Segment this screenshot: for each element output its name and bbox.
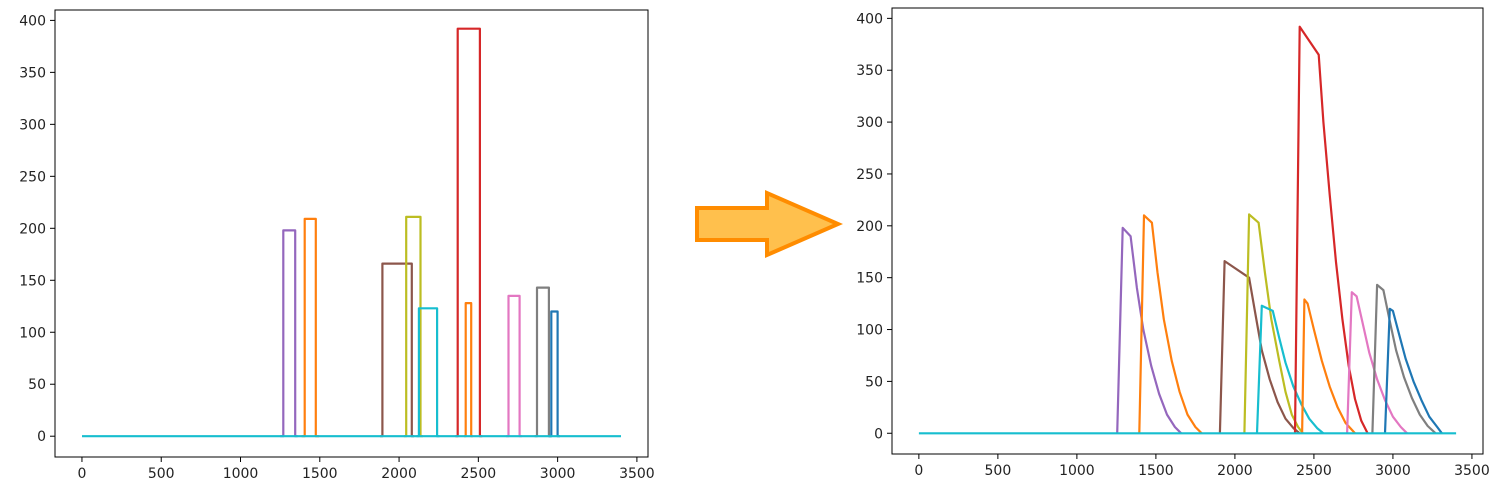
right-chart-panel: 0 500 1000 1500 2000 2500 3000 3500 0 50 100 150 200… <box>856 7 1490 479</box>
x-tick-label: 3000 <box>1375 463 1411 479</box>
y-tick-label: 350 <box>19 65 46 81</box>
right-arrow-icon <box>695 189 843 259</box>
x-tick-label: 1000 <box>223 466 259 482</box>
series-line-1 <box>1116 226 1182 435</box>
series-line-9 <box>1371 283 1437 435</box>
y-tick-label: 400 <box>19 13 46 29</box>
y-tick-label: 300 <box>19 117 46 133</box>
left-chart-panel: 0 500 1000 1500 2000 2500 3000 3500 0 50 100 150 200… <box>19 9 655 482</box>
y-tick-label: 0 <box>37 429 46 445</box>
x-tick-label: 500 <box>985 463 1012 479</box>
series-line-4 <box>403 215 423 438</box>
y-tick-label: 400 <box>856 11 883 27</box>
series-line-7 <box>464 302 473 438</box>
y-tick-label: 200 <box>19 221 46 237</box>
y-tick-label: 300 <box>856 115 883 131</box>
x-tick-label: 500 <box>148 466 175 482</box>
series-line-6 <box>455 27 483 438</box>
series-line-4 <box>1243 213 1304 434</box>
y-tick-label: 50 <box>28 377 46 393</box>
series-line-8 <box>1346 291 1408 435</box>
series-line-3 <box>380 262 415 438</box>
y-tick-label: 100 <box>856 323 883 339</box>
y-tick-label: 150 <box>856 271 883 287</box>
series-line-1 <box>280 229 298 438</box>
series-line-6 <box>1293 25 1369 434</box>
y-tick-label: 250 <box>19 169 46 185</box>
x-tick-label: 2000 <box>381 466 417 482</box>
axes-frame <box>891 7 1484 455</box>
series-line-10 <box>1383 307 1443 434</box>
series-group <box>918 25 1457 435</box>
x-tick-label: 1000 <box>1059 463 1095 479</box>
series-line-2 <box>301 217 319 438</box>
x-tick-label: 1500 <box>1138 463 1174 479</box>
series-line-9 <box>534 286 552 438</box>
series-group <box>82 27 621 438</box>
y-tick-label: 150 <box>19 273 46 289</box>
y-tick-label: 100 <box>19 325 46 341</box>
x-tick-label: 1500 <box>302 466 338 482</box>
x-tick-label: 3500 <box>1454 463 1490 479</box>
series-line-8 <box>506 294 522 438</box>
y-tick-label: 200 <box>856 219 883 235</box>
y-tick-label: 250 <box>856 167 883 183</box>
x-tick-label: 2500 <box>1296 463 1332 479</box>
series-line-5 <box>1255 304 1325 435</box>
series-line-7 <box>1301 298 1356 435</box>
series-line-2 <box>1138 214 1203 435</box>
x-tick-label: 3000 <box>540 466 576 482</box>
series-line-10 <box>548 310 560 438</box>
x-tick-label: 0 <box>914 463 923 479</box>
arrow-shape <box>695 189 843 259</box>
x-tick-label: 2000 <box>1217 463 1253 479</box>
x-tick-label: 2500 <box>461 466 497 482</box>
x-tick-label: 0 <box>77 466 86 482</box>
axes-frame <box>54 9 649 458</box>
y-tick-label: 0 <box>874 426 883 442</box>
y-tick-label: 50 <box>865 374 883 390</box>
series-line-3 <box>1218 260 1301 435</box>
series-line-5 <box>416 307 440 438</box>
y-tick-label: 350 <box>856 63 883 79</box>
x-tick-label: 3500 <box>619 466 655 482</box>
